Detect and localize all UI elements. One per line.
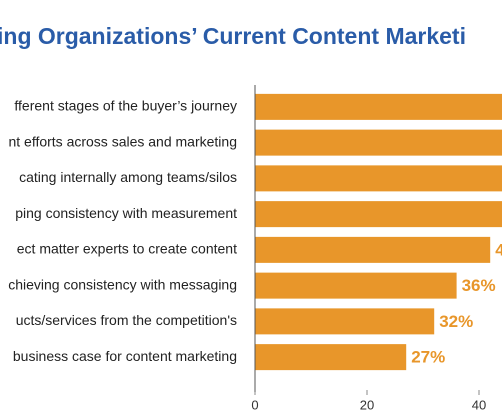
data-label: 42% <box>495 240 502 259</box>
y-tick-label: ucts/services from the competition's <box>16 312 237 328</box>
x-tick-label: 20 <box>360 397 374 412</box>
bar <box>255 344 407 371</box>
y-tick-label: business case for content marketing <box>13 348 237 364</box>
bar <box>255 129 502 156</box>
x-tick-label: 0 <box>251 397 258 412</box>
y-tick-label: ping consistency with measurement <box>15 205 237 221</box>
y-tick-label: chieving consistency with messaging <box>8 276 237 292</box>
bar <box>255 272 457 299</box>
data-label: 32% <box>439 312 473 331</box>
bar <box>255 165 502 192</box>
y-tick-label: ect matter experts to create content <box>17 241 237 257</box>
chart-title: ing Organizations’ Current Content Marke… <box>0 23 466 49</box>
x-tick-label: 40 <box>472 397 486 412</box>
bar <box>255 308 435 335</box>
data-label: 36% <box>462 276 496 295</box>
y-tick-label: fferent stages of the buyer’s journey <box>14 98 237 114</box>
y-tick-label: cating internally among teams/silos <box>19 169 237 185</box>
y-tick-label: nt efforts across sales and marketing <box>8 133 237 149</box>
bar <box>255 236 491 263</box>
bar <box>255 201 502 228</box>
data-label: 27% <box>411 348 445 367</box>
bar <box>255 93 502 120</box>
